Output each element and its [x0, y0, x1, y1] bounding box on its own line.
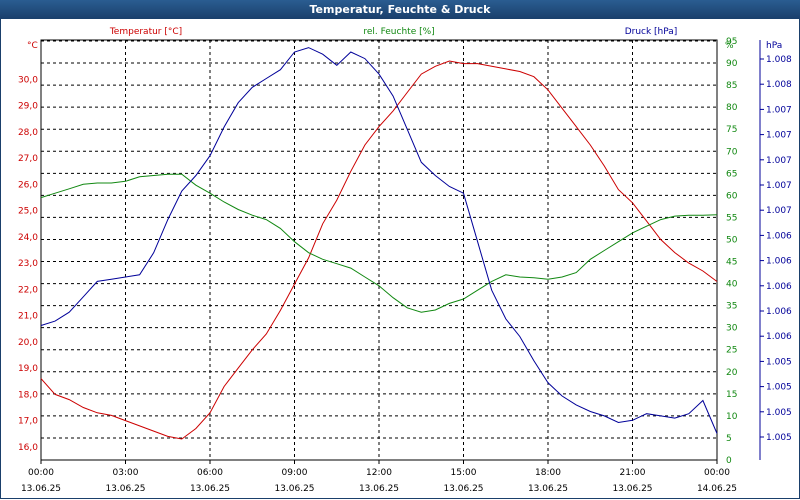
legend-humidity: rel. Feuchte [%] [363, 27, 434, 37]
pressure-tick-label: 1.007 [766, 181, 792, 191]
x-tick-label-time: 18:00 [535, 468, 561, 478]
x-tick-label-date: 13.06.25 [612, 484, 652, 494]
humidity-tick-label: 90 [726, 59, 738, 69]
humidity-tick-label: 45 [726, 258, 737, 268]
pressure-tick-label: 1.006 [766, 307, 792, 317]
humidity-tick-label: 20 [726, 368, 738, 378]
x-tick-label-time: 06:00 [197, 468, 223, 478]
humidity-tick-label: 75 [726, 125, 737, 135]
humidity-tick-label: 15 [726, 390, 737, 400]
humidity-tick-label: 85 [726, 81, 737, 91]
humidity-tick-label: 55 [726, 213, 737, 223]
temperature-tick-label: 27,0 [18, 154, 38, 164]
humidity-tick-label: 40 [726, 280, 738, 290]
x-tick-label-date: 13.06.25 [528, 484, 568, 494]
x-tick-label-date: 13.06.25 [190, 484, 230, 494]
temperature-tick-label: 24,0 [18, 233, 38, 243]
chart-svg: 00:00 13.06.25 03:00 13.06.25 06:00 13.06.25 0… [18, 27, 792, 494]
humidity-tick-label: 60 [726, 191, 738, 201]
x-tick-label-date: 13.06.25 [105, 484, 145, 494]
temperature-unit-label: °C [27, 41, 38, 51]
pressure-tick-label: 1.005 [766, 357, 792, 367]
temperature-tick-label: 22,0 [18, 285, 38, 295]
humidity-tick-label: 10 [726, 412, 738, 422]
temperature-tick-label: 25,0 [18, 207, 38, 217]
temperature-tick-label: 28,0 [18, 128, 38, 138]
humidity-tick-label: 50 [726, 235, 738, 245]
humidity-tick-label: 70 [726, 147, 738, 157]
x-tick-label-time: 00:00 [704, 468, 730, 478]
pressure-tick-label: 1.007 [766, 206, 792, 216]
temperature-tick-label: 17,0 [18, 417, 38, 427]
x-tick-label-time: 09:00 [282, 468, 308, 478]
series-line-temperature [40, 60, 718, 440]
pressure-tick-label: 1.008 [766, 55, 792, 65]
humidity-tick-label: 80 [726, 103, 738, 113]
temperature-tick-label: 26,0 [18, 180, 38, 190]
x-tick-label-time: 03:00 [113, 468, 139, 478]
temperature-tick-label: 18,0 [18, 390, 38, 400]
x-tick-label-time: 00:00 [28, 468, 54, 478]
humidity-tick-label: 0 [726, 456, 732, 466]
humidity-tick-label: 5 [726, 434, 732, 444]
x-tick-label-date: 13.06.25 [359, 484, 399, 494]
pressure-tick-label: 1.005 [766, 408, 792, 418]
pressure-tick-label: 1.007 [766, 131, 792, 141]
pressure-tick-label: 1.006 [766, 257, 792, 267]
humidity-tick-label: 35 [726, 302, 737, 312]
temperature-tick-label: 20,0 [18, 338, 38, 348]
x-tick-label-date: 13.06.25 [443, 484, 483, 494]
series-line-pressure [40, 47, 718, 434]
series-line-humidity [40, 173, 718, 313]
legend-temperature: Temperatur [°C] [109, 27, 182, 37]
temperature-tick-label: 21,0 [18, 312, 38, 322]
temperature-tick-label: 19,0 [18, 364, 38, 374]
humidity-tick-label: 95 [726, 37, 737, 47]
x-tick-label-date: 14.06.25 [697, 484, 737, 494]
humidity-tick-label: 65 [726, 169, 737, 179]
humidity-tick-label: 25 [726, 346, 737, 356]
x-tick-label-time: 15:00 [451, 468, 477, 478]
chart-frame: 00:00 13.06.25 03:00 13.06.25 06:00 13.06.25 0… [0, 19, 800, 499]
temperature-tick-label: 23,0 [18, 259, 38, 269]
pressure-tick-label: 1.006 [766, 282, 792, 292]
pressure-tick-label: 1.005 [766, 433, 792, 443]
temperature-tick-label: 29,0 [18, 102, 38, 112]
window-title: Temperatur, Feuchte & Druck [0, 0, 800, 19]
humidity-tick-label: 30 [726, 324, 738, 334]
pressure-tick-label: 1.008 [766, 80, 792, 90]
pressure-tick-label: 1.006 [766, 231, 792, 241]
pressure-tick-label: 1.005 [766, 383, 792, 393]
pressure-tick-label: 1.006 [766, 332, 792, 342]
pressure-tick-label: 1.007 [766, 105, 792, 115]
x-tick-label-time: 12:00 [366, 468, 392, 478]
pressure-tick-label: 1.007 [766, 156, 792, 166]
x-tick-label-date: 13.06.25 [274, 484, 314, 494]
legend-pressure: Druck [hPa] [625, 27, 678, 37]
temperature-tick-label: 30,0 [18, 75, 38, 85]
x-tick-label-time: 21:00 [620, 468, 646, 478]
humidity-unit-label: % [725, 41, 734, 51]
x-tick-label-date: 13.06.25 [21, 484, 61, 494]
pressure-unit-label: hPa [766, 41, 782, 51]
temperature-tick-label: 16,0 [18, 443, 38, 453]
